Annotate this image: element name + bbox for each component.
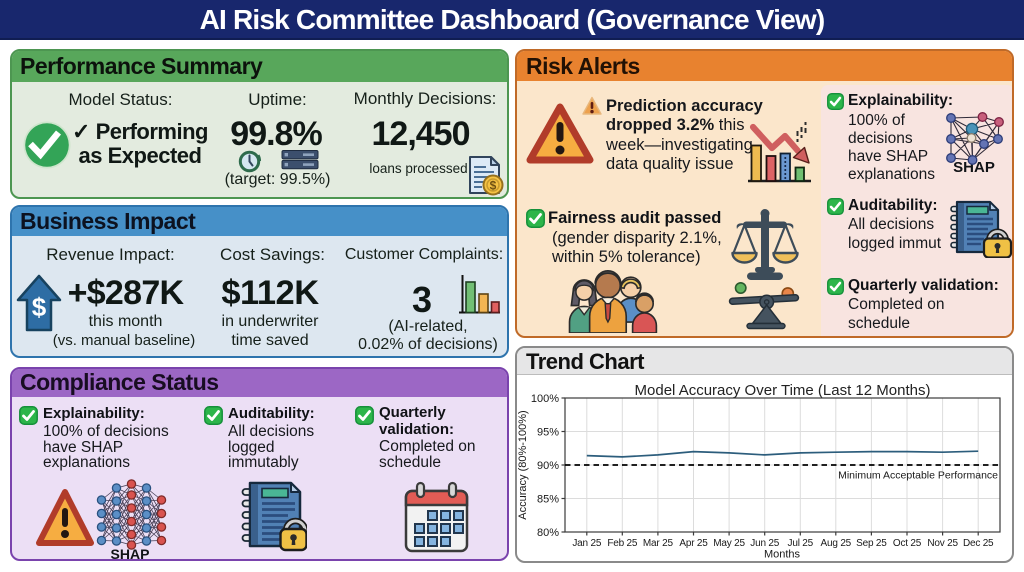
- svg-text:80%: 80%: [537, 527, 559, 539]
- svg-text:Accuracy (80%-100%): Accuracy (80%-100%): [517, 410, 529, 519]
- svg-text:Oct 25: Oct 25: [893, 538, 922, 549]
- svg-text:Months: Months: [764, 549, 801, 561]
- svg-text:Feb 25: Feb 25: [607, 538, 638, 549]
- svg-text:May 25: May 25: [713, 538, 745, 549]
- svg-text:Aug 25: Aug 25: [821, 538, 852, 549]
- svg-text:95%: 95%: [537, 427, 559, 439]
- svg-text:$: $: [32, 292, 47, 322]
- svg-text:Nov 25: Nov 25: [927, 538, 958, 549]
- svg-text:Minimum Acceptable Performance: Minimum Acceptable Performance: [838, 470, 998, 482]
- svg-text:90%: 90%: [537, 460, 559, 472]
- svg-text:Dec 25: Dec 25: [963, 538, 994, 549]
- svg-text:85%: 85%: [537, 494, 559, 506]
- svg-text:Jun 25: Jun 25: [750, 538, 779, 549]
- svg-text:Jul 25: Jul 25: [788, 538, 814, 549]
- svg-text:Sep 25: Sep 25: [856, 538, 887, 549]
- svg-text:Apr 25: Apr 25: [679, 538, 708, 549]
- svg-text:100%: 100%: [531, 393, 559, 405]
- svg-text:$: $: [490, 179, 497, 193]
- svg-text:Jan 25: Jan 25: [572, 538, 601, 549]
- svg-text:Mar 25: Mar 25: [643, 538, 674, 549]
